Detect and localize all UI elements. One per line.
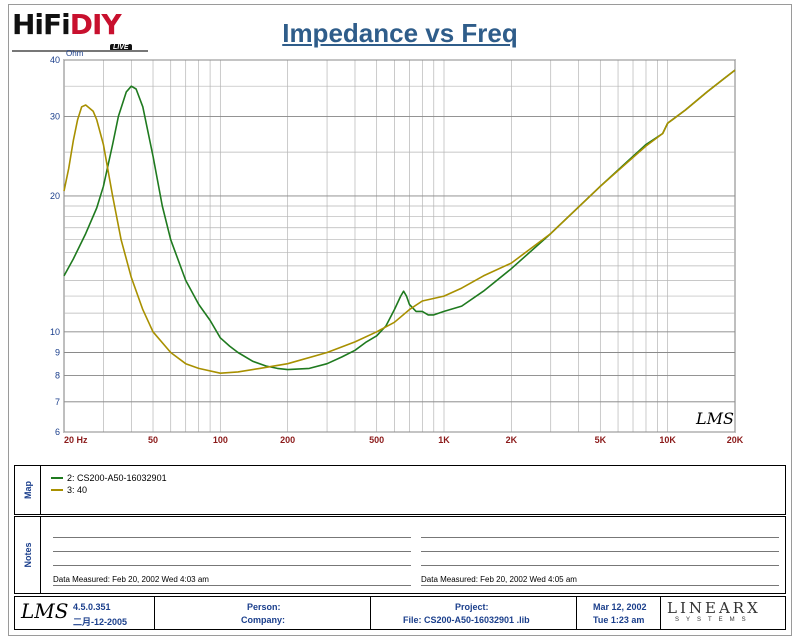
series-2-label: 2: CS200-A50-16032901	[67, 473, 167, 483]
map-section: Map 2: CS200-A50-16032901 3: 40	[14, 465, 786, 515]
logo-hifi-text: HiFi	[12, 8, 71, 41]
footer-bar: LMS 4.5.0.351 二月-12-2005 Person: Company…	[14, 596, 786, 630]
y-tick-label: 40	[50, 55, 60, 65]
x-tick-label: 200	[280, 435, 295, 445]
hifidiy-logo: HiFiDIY LIVE	[12, 8, 152, 52]
plot-area	[63, 59, 736, 433]
notes-side-label: Notes	[15, 517, 41, 593]
note-line	[421, 565, 779, 566]
map-label-text: Map	[22, 481, 33, 499]
left-data-measured: Data Measured: Feb 20, 2002 Wed 4:03 am	[53, 575, 209, 584]
y-tick-label: 30	[50, 111, 60, 121]
note-line	[53, 585, 411, 586]
chart-title: Impedance vs Freq	[282, 18, 518, 48]
notes-section: Notes Data Measured: Feb 20, 2002 Wed 4:…	[14, 516, 786, 594]
note-line	[421, 537, 779, 538]
x-tick-label: 5K	[595, 435, 607, 445]
y-axis-unit-label: Ohm	[66, 49, 84, 58]
note-line	[53, 565, 411, 566]
linearx-logo: LINEARX	[667, 599, 761, 617]
logo-diy-text: DIY	[69, 8, 122, 41]
footer-version-cell: LMS 4.5.0.351 二月-12-2005	[15, 597, 155, 629]
series-3-swatch	[51, 489, 63, 491]
date-text: Mar 12, 2002	[593, 602, 647, 612]
file-name-text: File: CS200-A50-16032901 .lib	[403, 615, 530, 625]
x-tick-label: 500	[369, 435, 384, 445]
note-line	[53, 551, 411, 552]
right-data-measured: Data Measured: Feb 20, 2002 Wed 4:05 am	[421, 575, 577, 584]
logo-live-badge: LIVE	[110, 44, 132, 51]
version-date-text: 二月-12-2005	[73, 617, 128, 627]
chart-tick-labels: 20 Hz 50 100 200 500 1K 2K 5K 10K 20K 6 7 8 9 10 20 30 40	[50, 55, 744, 445]
x-tick-label: 20 Hz	[64, 435, 88, 445]
map-side-label: Map	[15, 466, 41, 514]
note-line	[53, 537, 411, 538]
project-label: Project:	[455, 602, 489, 612]
logo-underline	[12, 50, 148, 52]
series-line-3	[63, 69, 736, 374]
y-tick-label: 7	[55, 397, 60, 407]
map-item-series-3[interactable]: 3: 40	[51, 485, 87, 495]
x-tick-label: 20K	[727, 435, 744, 445]
y-tick-label: 8	[55, 371, 60, 381]
y-tick-label: 20	[50, 191, 60, 201]
linearx-systems-text: SYSTEMS	[675, 617, 753, 623]
note-line	[421, 551, 779, 552]
chart-series	[63, 69, 736, 374]
time-text: Tue 1:23 am	[593, 615, 645, 625]
map-item-series-2[interactable]: 2: CS200-A50-16032901	[51, 473, 167, 483]
chart-grid	[63, 59, 736, 433]
company-label: Company:	[241, 615, 286, 625]
x-tick-label: 1K	[438, 435, 450, 445]
person-label: Person:	[247, 602, 281, 612]
version-text: 4.5.0.351	[73, 602, 111, 612]
footer-date-cell: Mar 12, 2002 Tue 1:23 am	[577, 597, 661, 629]
notes-label-text: Notes	[22, 542, 33, 568]
page-frame	[8, 4, 792, 636]
x-tick-label: 100	[213, 435, 228, 445]
y-tick-label: 9	[55, 347, 60, 357]
note-line	[421, 585, 779, 586]
x-tick-label: 2K	[506, 435, 518, 445]
footer-person-cell: Person: Company:	[155, 597, 371, 629]
x-tick-label: 50	[148, 435, 158, 445]
series-3-label: 3: 40	[67, 485, 88, 495]
x-tick-label: 10K	[659, 435, 676, 445]
y-tick-label: 10	[50, 327, 60, 337]
impedance-chart: 20 Hz 50 100 200 500 1K 2K 5K 10K 20K 6 7 8 9 10 20 30 40…	[50, 49, 744, 445]
lms-logo: LMS	[21, 599, 69, 623]
y-tick-label: 6	[55, 427, 60, 437]
footer-project-cell: Project: File: CS200-A50-16032901 .lib	[371, 597, 577, 629]
series-2-swatch	[51, 477, 63, 479]
lms-watermark: LMS	[695, 409, 734, 428]
